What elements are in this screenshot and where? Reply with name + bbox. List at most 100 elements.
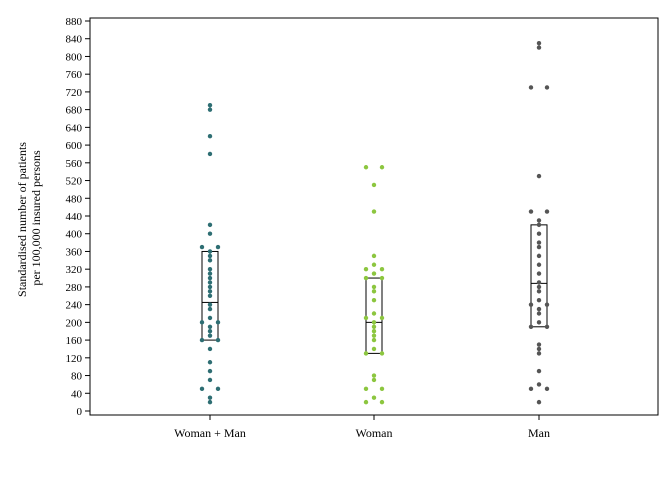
data-points: [199, 40, 550, 405]
data-point: [199, 337, 205, 343]
y-axis-title-line-1: Standardised number of patients: [15, 142, 29, 297]
data-point: [207, 377, 213, 383]
data-point: [536, 289, 542, 294]
data-point: [363, 275, 369, 281]
data-point: [207, 306, 213, 312]
data-point: [536, 298, 542, 303]
data-point: [363, 165, 369, 170]
data-point: [379, 275, 385, 281]
data-point: [207, 249, 213, 254]
data-point: [371, 373, 377, 378]
y-tick-label: 40: [71, 388, 83, 400]
data-point: [207, 266, 213, 272]
data-point: [207, 368, 213, 374]
data-point: [379, 266, 385, 272]
data-point: [544, 324, 550, 329]
data-point: [536, 342, 542, 347]
x-category-label: Man: [528, 426, 550, 440]
y-tick-label: 0: [77, 406, 83, 418]
data-point: [536, 231, 542, 236]
data-point: [536, 320, 542, 325]
data-point: [544, 302, 550, 307]
data-point: [528, 302, 534, 307]
y-tick-label: 680: [66, 105, 83, 117]
data-point: [371, 329, 377, 334]
y-tick-label: 360: [66, 246, 83, 258]
data-point: [528, 85, 534, 90]
data-point: [371, 377, 377, 383]
data-point: [363, 315, 369, 321]
data-point: [207, 258, 213, 263]
data-point: [371, 262, 377, 267]
data-point: [207, 360, 213, 365]
data-point: [536, 271, 542, 276]
data-point: [207, 271, 213, 276]
data-point: [371, 284, 377, 290]
data-point: [536, 382, 542, 387]
data-point: [207, 333, 213, 338]
data-point: [536, 284, 542, 290]
data-point: [207, 275, 213, 281]
data-point: [371, 395, 377, 400]
data-point: [544, 85, 550, 90]
x-axis: Woman + Man Woman Man: [174, 415, 550, 440]
data-point: [199, 244, 205, 250]
y-tick-label: 720: [66, 87, 83, 99]
y-tick-label: 120: [66, 353, 83, 365]
data-point: [207, 280, 213, 285]
y-tick-label: 160: [66, 335, 83, 347]
data-point: [207, 302, 213, 307]
y-tick-label: 640: [66, 122, 83, 134]
data-point: [371, 289, 377, 294]
data-point: [207, 399, 213, 405]
data-point: [215, 320, 221, 325]
y-tick-label: 480: [66, 193, 83, 205]
box-1: [365, 277, 383, 354]
data-point: [544, 209, 550, 214]
y-tick-label: 280: [66, 282, 83, 294]
x-category-label: Woman + Man: [174, 426, 246, 440]
data-point: [215, 386, 221, 392]
data-point: [536, 311, 542, 316]
data-point: [363, 266, 369, 272]
data-point: [536, 40, 542, 46]
data-point: [379, 386, 385, 392]
data-point: [207, 134, 213, 139]
data-point: [363, 351, 369, 356]
data-point: [528, 209, 534, 214]
y-tick-label: 200: [66, 317, 83, 329]
data-point: [207, 329, 213, 334]
y-tick-label: 320: [66, 264, 83, 276]
data-point: [379, 399, 385, 405]
y-axis-title: Standardised number of patients per 100,…: [15, 139, 43, 297]
data-point: [199, 386, 205, 392]
y-tick-label: 800: [66, 51, 83, 63]
data-point: [371, 271, 377, 276]
y-tick-label: 760: [66, 69, 83, 81]
data-point: [528, 324, 534, 329]
x-category-label: Woman: [355, 426, 392, 440]
y-tick-label: 600: [66, 140, 83, 152]
data-point: [544, 386, 550, 392]
data-point: [536, 346, 542, 352]
data-point: [371, 346, 377, 352]
data-point: [536, 222, 542, 228]
data-point: [536, 306, 542, 312]
data-point: [536, 244, 542, 250]
data-point: [379, 351, 385, 356]
data-point: [207, 315, 213, 321]
data-point: [371, 324, 377, 329]
data-point: [536, 351, 542, 356]
data-point: [536, 253, 542, 259]
y-tick-label: 400: [66, 229, 83, 241]
y-tick-label: 80: [71, 371, 83, 383]
data-point: [536, 45, 542, 50]
y-axis: 0 40 80 120 160 200 240 280 320 360 400 440 480 520 56…: [66, 16, 90, 418]
data-point: [207, 253, 213, 259]
data-point: [371, 182, 377, 188]
data-point: [371, 320, 377, 325]
y-axis-title-line-2: per 100,000 insured persons: [29, 150, 43, 286]
data-point: [536, 399, 542, 405]
y-tick-label: 840: [66, 34, 83, 46]
